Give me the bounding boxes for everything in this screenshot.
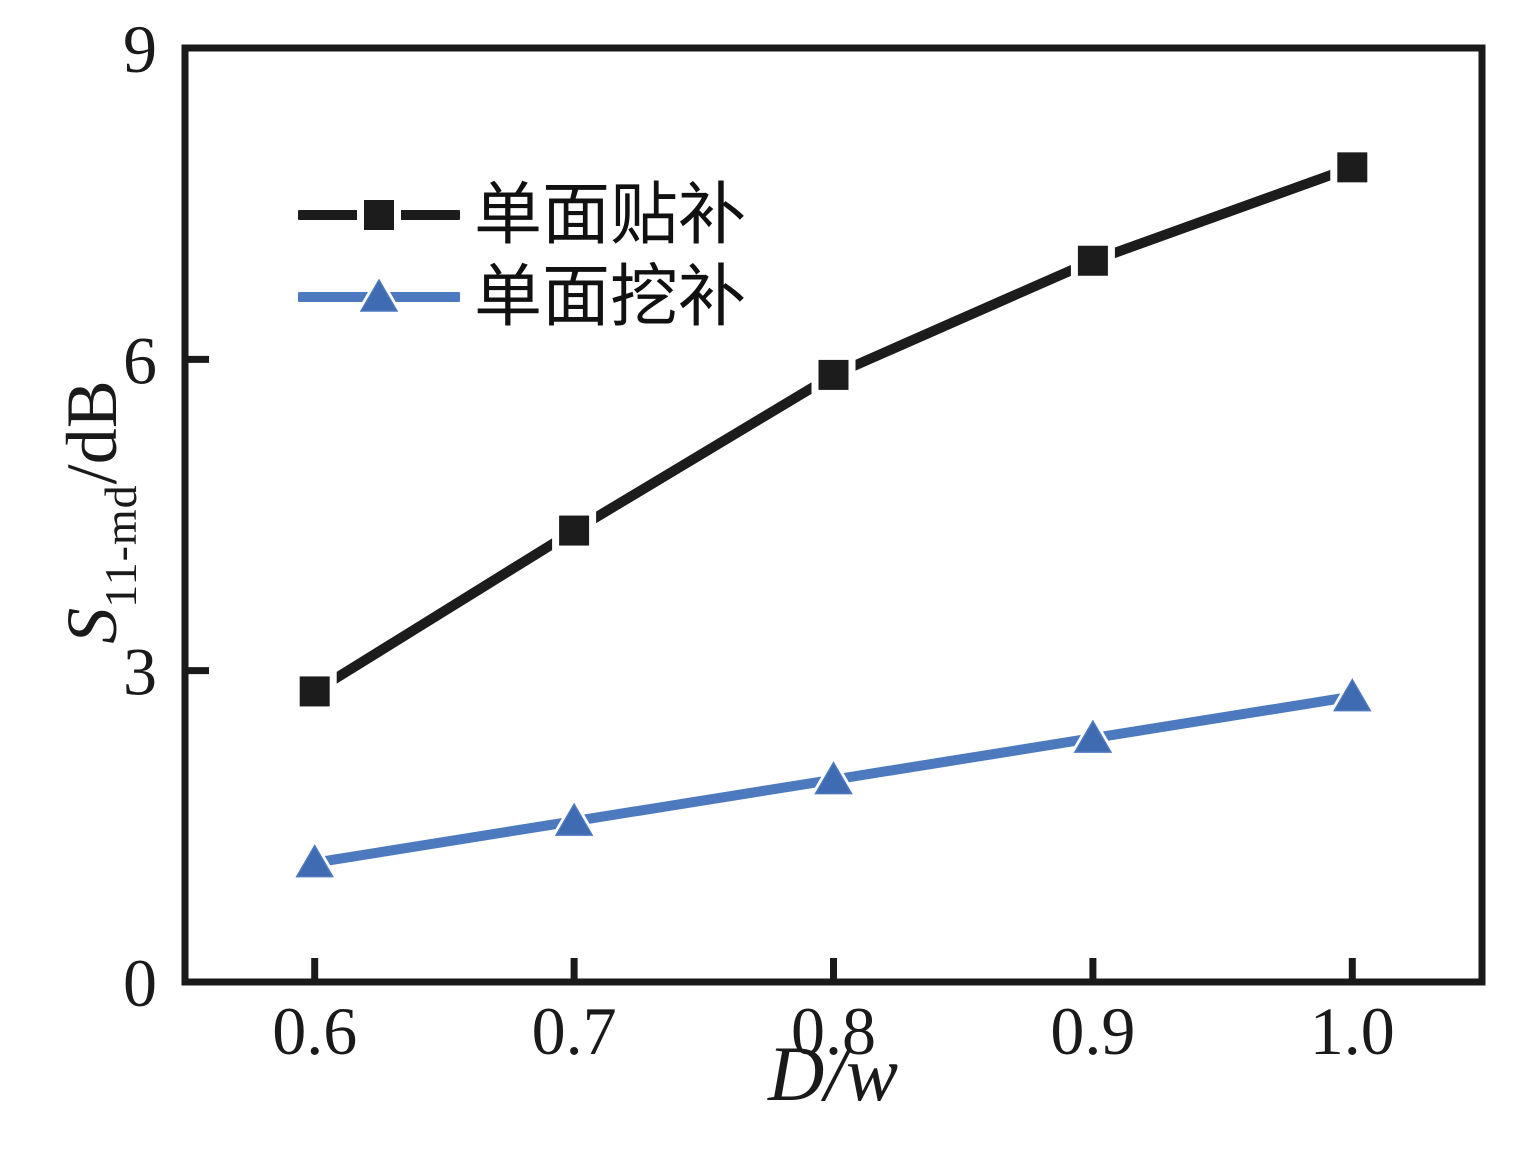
- triangle-marker-icon: [1332, 678, 1372, 712]
- square-marker-icon: [1337, 152, 1368, 183]
- y-tick-label: 3: [123, 634, 157, 710]
- y-tick-label: 9: [123, 11, 157, 87]
- legend-line-square-marker-icon: [298, 193, 460, 237]
- y-axis-label-subscript: 11-md: [95, 484, 146, 608]
- square-marker-icon: [818, 359, 849, 390]
- square-marker-icon: [299, 676, 330, 707]
- x-tick-label: 0.7: [532, 993, 617, 1069]
- triangle-marker-icon: [359, 278, 399, 312]
- legend-item-patch-repair: 单面贴补: [298, 179, 746, 251]
- square-marker-icon: [559, 515, 590, 546]
- x-tick-label: 0.6: [272, 993, 357, 1069]
- square-marker-icon: [364, 200, 394, 230]
- x-tick-label: 0.9: [1050, 993, 1135, 1069]
- legend-label-patch-repair: 单面贴补: [474, 177, 747, 253]
- y-tick-label: 6: [123, 322, 157, 398]
- x-tick-label: 1.0: [1310, 993, 1395, 1069]
- x-tick-label: 0.8: [791, 993, 876, 1069]
- y-axis-label-unit: /dB: [52, 380, 132, 485]
- series-patch-repair: [292, 145, 1375, 714]
- y-axis-label-symbol: S: [52, 607, 132, 644]
- triangle-marker-icon: [1073, 719, 1113, 753]
- x-axis-label: D/w: [767, 1030, 899, 1117]
- legend: 单面贴补 单面挖补: [298, 179, 746, 343]
- y-tick-label: 0: [123, 945, 157, 1021]
- square-marker-icon: [1077, 245, 1108, 276]
- plot-frame: [181, 44, 1486, 986]
- triangle-marker-icon: [295, 844, 335, 878]
- legend-label-scarf-repair: 单面挖补: [474, 259, 747, 335]
- y-axis-label: S11-md/dB: [52, 380, 146, 643]
- triangle-marker-icon: [814, 761, 853, 795]
- triangle-marker-icon: [554, 802, 594, 836]
- series-scarf-repair: [288, 672, 1379, 884]
- legend-line-triangle-marker-icon: [298, 273, 460, 318]
- legend-item-scarf-repair: 单面挖补: [298, 261, 746, 333]
